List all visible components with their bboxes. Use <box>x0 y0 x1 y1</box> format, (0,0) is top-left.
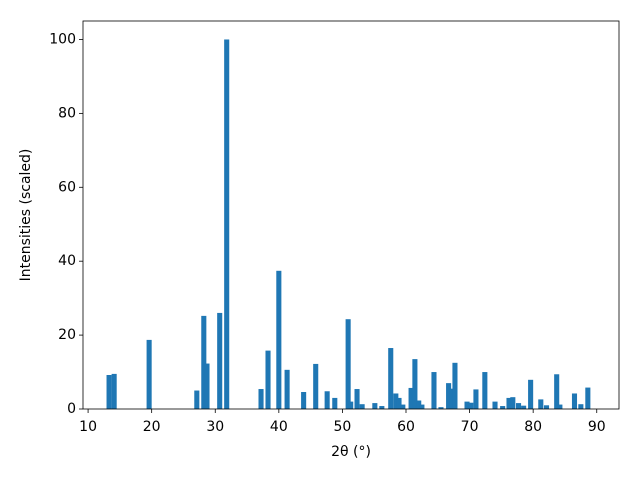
y-tick-label: 100 <box>49 31 76 47</box>
bar <box>354 389 360 409</box>
x-tick-label: 20 <box>143 419 161 435</box>
bar <box>313 363 319 409</box>
bar <box>372 403 378 409</box>
bar <box>578 404 584 409</box>
bar <box>416 400 422 409</box>
bar <box>571 393 578 409</box>
bar <box>217 312 223 409</box>
bar <box>482 372 488 409</box>
x-tick-label: 60 <box>397 419 415 435</box>
bar <box>379 406 385 409</box>
bar <box>284 369 290 409</box>
y-axis-label: Intensities (scaled) <box>18 149 34 282</box>
bar <box>446 383 452 409</box>
bar <box>396 397 402 409</box>
y-tick-label: 60 <box>58 179 76 195</box>
bar <box>510 397 516 409</box>
bar <box>515 403 522 409</box>
x-tick-label: 90 <box>588 419 606 435</box>
bar <box>265 350 271 409</box>
bar <box>543 405 550 409</box>
bar <box>538 399 544 409</box>
y-tick-label: 40 <box>58 253 76 269</box>
x-tick-label: 50 <box>334 419 352 435</box>
bar <box>348 401 354 409</box>
bar <box>301 392 307 409</box>
bar <box>224 39 230 409</box>
bar <box>412 359 418 409</box>
bar <box>359 404 365 409</box>
bar <box>276 270 282 409</box>
bar <box>449 388 455 409</box>
plot-frame <box>82 20 620 410</box>
bar <box>473 389 479 409</box>
bar <box>400 404 406 409</box>
bar <box>464 401 470 409</box>
y-tick-label: 20 <box>58 327 76 343</box>
bar <box>521 405 527 409</box>
bar <box>201 315 207 409</box>
bar <box>111 373 117 409</box>
bar <box>204 363 210 409</box>
bar <box>431 372 437 409</box>
bar <box>585 387 591 409</box>
bar <box>506 397 512 409</box>
bar <box>492 401 498 409</box>
bar <box>438 407 444 409</box>
bar <box>452 362 458 409</box>
bar <box>332 397 338 409</box>
x-tick-label: 70 <box>461 419 479 435</box>
x-tick-label: 30 <box>206 419 224 435</box>
bar <box>146 339 152 409</box>
bar <box>345 319 351 409</box>
bar <box>324 391 330 409</box>
bar <box>468 402 474 409</box>
bar <box>500 406 506 409</box>
bar <box>419 404 425 409</box>
bar <box>393 393 399 409</box>
y-tick-label: 0 <box>67 401 76 417</box>
bar <box>106 375 112 409</box>
bar <box>388 348 394 409</box>
y-tick-label: 80 <box>58 105 76 121</box>
bar <box>557 404 563 409</box>
bar <box>554 374 560 409</box>
x-tick-label: 80 <box>524 419 542 435</box>
x-tick-label: 40 <box>270 419 288 435</box>
bar <box>258 389 264 409</box>
bar <box>528 379 534 409</box>
x-tick-label: 10 <box>79 419 97 435</box>
bar <box>408 387 414 409</box>
x-axis-label: 2θ (°) <box>331 444 371 460</box>
bar <box>194 390 200 409</box>
